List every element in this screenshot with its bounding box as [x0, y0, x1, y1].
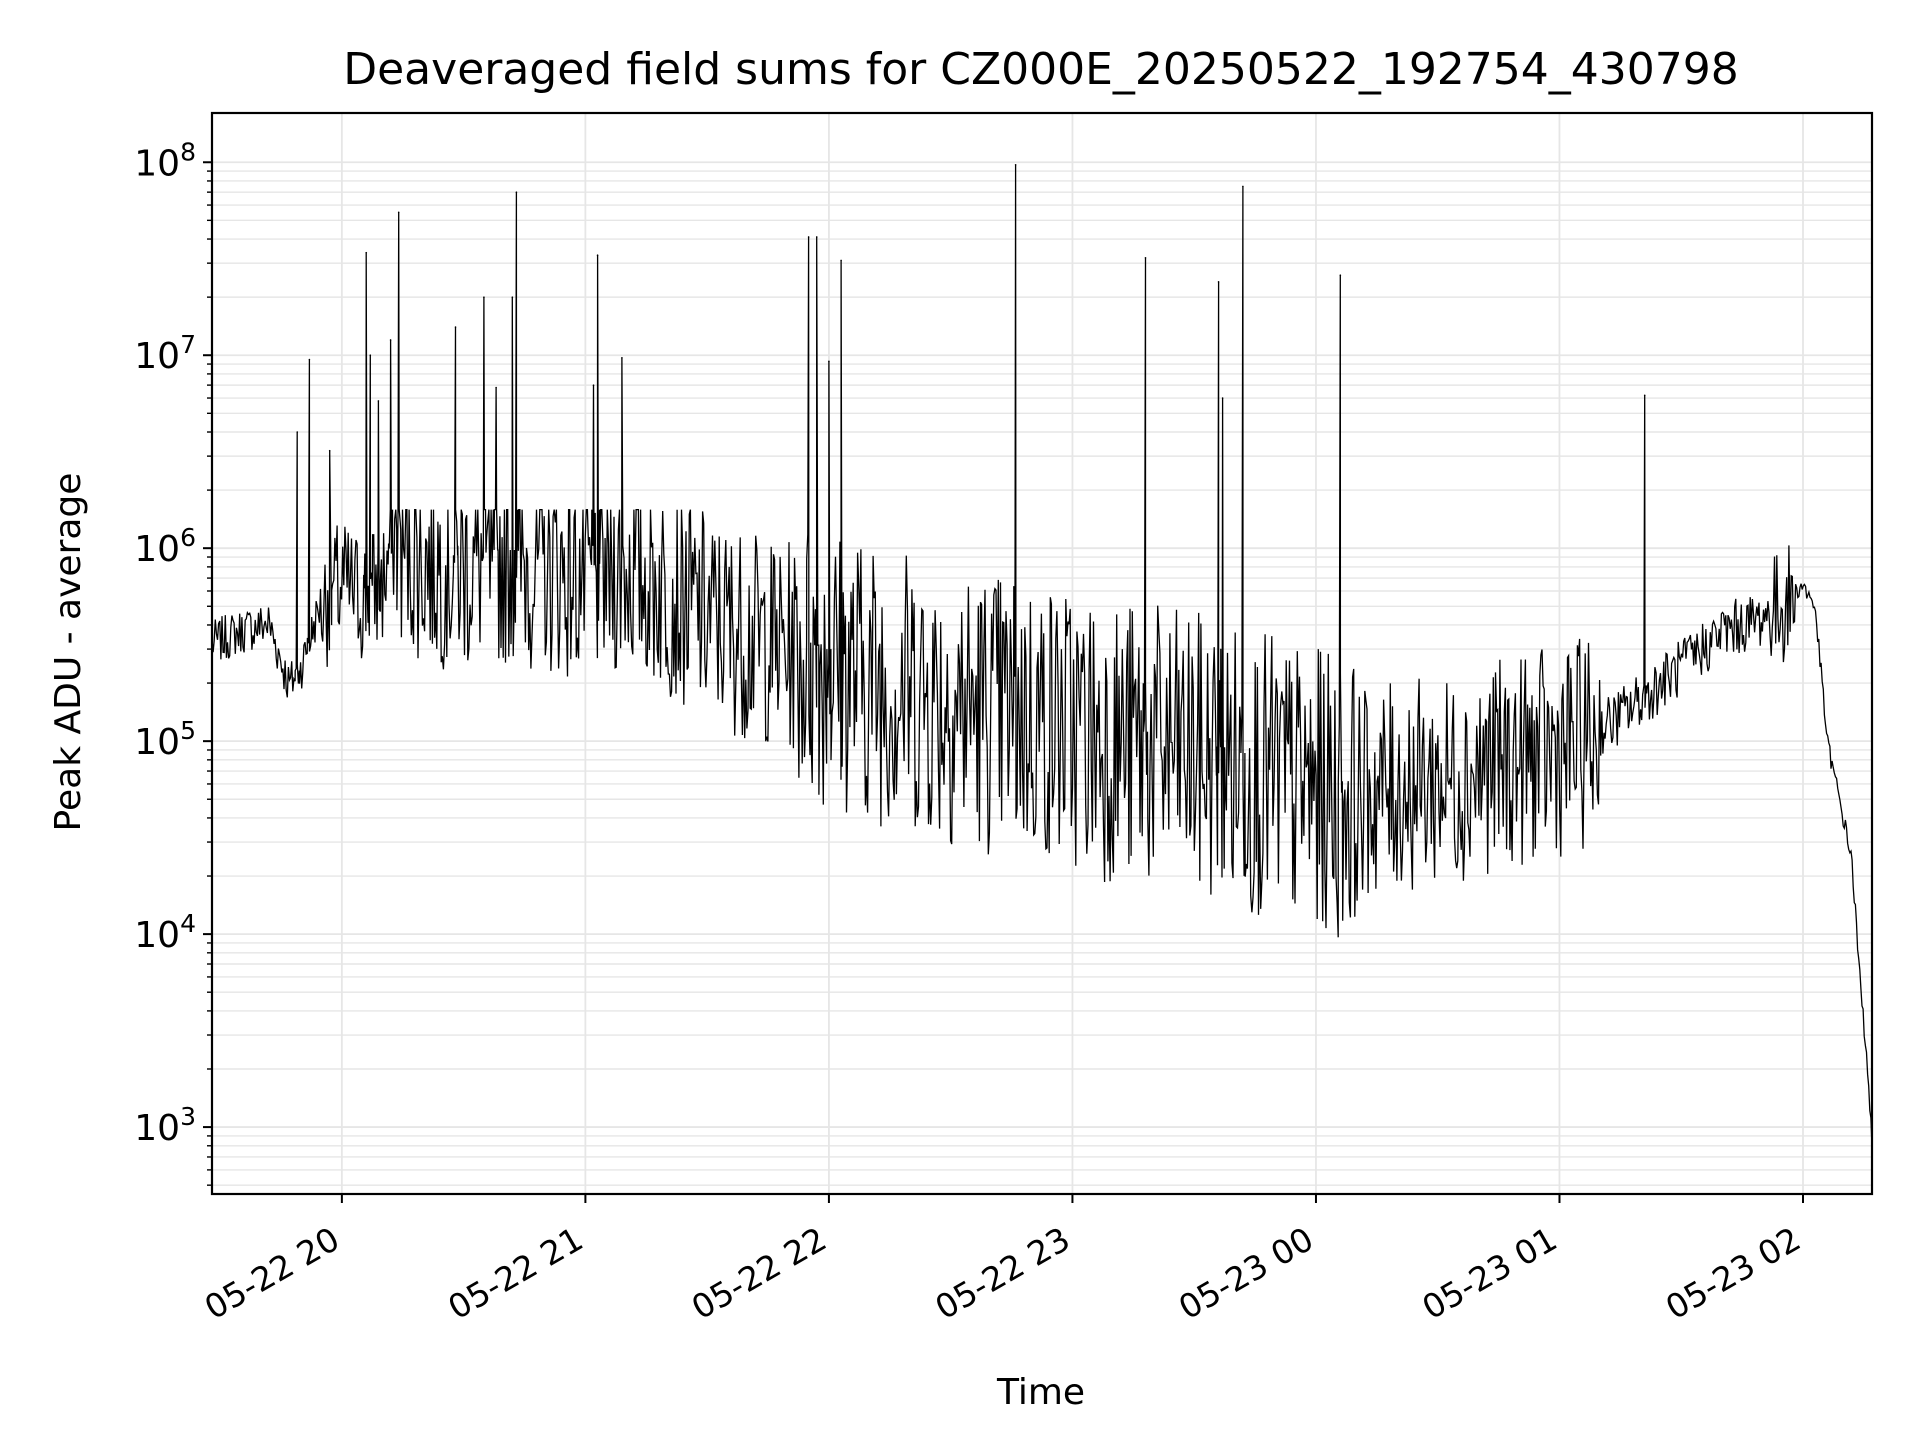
x-tick-label: 05-22 20: [198, 1219, 346, 1327]
y-tick-label: 108: [134, 137, 196, 184]
spike-peak-point: [397, 211, 400, 214]
x-tick-label: 05-22 23: [928, 1219, 1076, 1327]
spike-peak-point: [1014, 164, 1017, 166]
spike-peak-point: [828, 360, 830, 363]
spike-peak-point: [1221, 397, 1224, 399]
spike-peak-point: [1144, 256, 1147, 259]
spike-peak-point: [1643, 394, 1646, 397]
spike-peak-point: [840, 259, 842, 262]
y-tick-label: 103: [134, 1102, 196, 1149]
grid-lines: [212, 113, 1872, 1194]
y-tick-label: 107: [134, 330, 196, 377]
spike-peak-point: [1242, 185, 1244, 188]
series-line: [211, 164, 1873, 1148]
spike-peak-point: [365, 251, 368, 254]
spike-peak-point: [511, 296, 514, 298]
spike-peak-point: [454, 326, 457, 328]
spike-peak-point: [377, 400, 380, 402]
y-tick-label: 106: [134, 523, 196, 570]
spike-peak-point: [328, 449, 331, 452]
spike-peak-point: [1339, 274, 1342, 276]
chart-title: Deaveraged field sums for CZ000E_2025052…: [343, 44, 1739, 95]
spike-peak-point: [515, 191, 518, 193]
data-series: [211, 164, 1873, 1148]
spike-peak-point: [495, 386, 497, 389]
x-tick-label: 05-22 22: [685, 1219, 833, 1327]
spike-peak-point: [596, 254, 599, 256]
x-axis-label: Time: [996, 1372, 1085, 1413]
spike-peak-point: [592, 384, 595, 386]
x-tick-label: 05-23 00: [1172, 1219, 1320, 1327]
spike-peak-point: [369, 354, 372, 357]
y-tick-label: 104: [134, 909, 196, 956]
x-tick-label: 05-22 21: [441, 1219, 589, 1327]
spike-peak-point: [621, 356, 623, 359]
spike-peak-point: [308, 358, 311, 361]
x-tick-label: 05-23 01: [1415, 1219, 1563, 1327]
spike-peak-point: [815, 236, 818, 238]
spike-peak-point: [389, 339, 392, 341]
spike-peak-point: [1217, 281, 1220, 283]
spike-peak-point: [483, 296, 485, 298]
y-axis-label: Peak ADU - average: [48, 473, 89, 832]
spike-peak-point: [807, 236, 810, 238]
y-tick-label: 105: [134, 716, 196, 763]
spike-peak-point: [296, 431, 299, 433]
plot-frame: [210, 111, 1874, 1196]
x-tick-label: 05-23 02: [1659, 1219, 1807, 1327]
